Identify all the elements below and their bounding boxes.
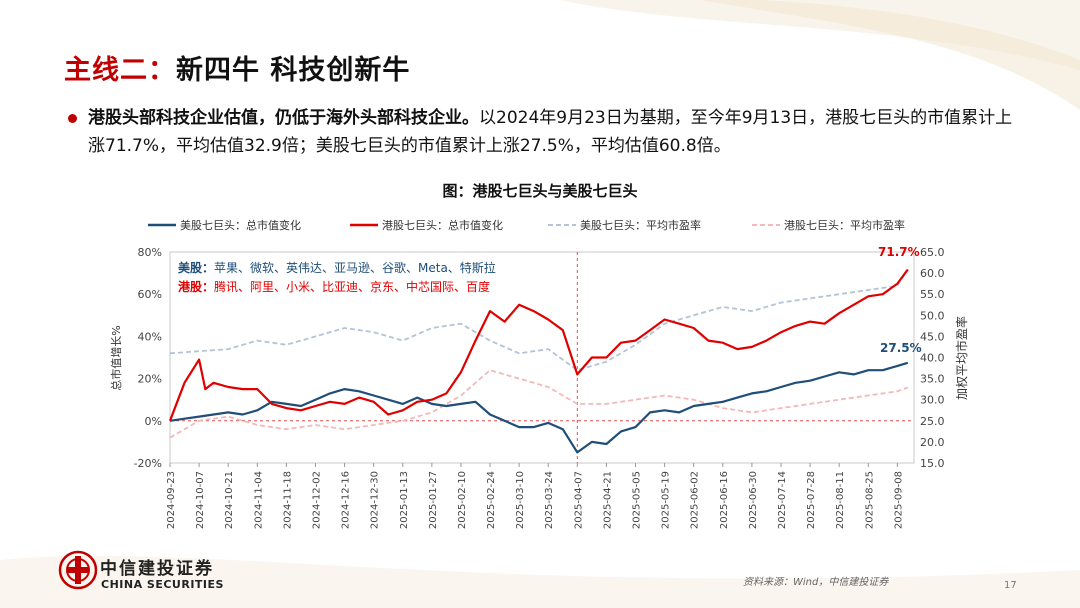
x-tick-label: 2025-08-25 [864, 471, 875, 529]
y-right-tick-label: 45.0 [920, 330, 945, 343]
constituents-annotation: 美股：苹果、微软、英伟达、亚马逊、谷歌、Meta、特斯拉 港股：腾讯、阿里、小米… [178, 260, 496, 294]
y-right-tick-label: 65.0 [920, 246, 945, 259]
legend-label-us-cap: 美股七巨头：总市值变化 [180, 218, 301, 232]
page-number: 17 [1004, 580, 1017, 591]
y-left-tick-label: 0% [145, 415, 162, 428]
summary-bold: 港股头部科技企业估值，仍低于海外头部科技企业。 [88, 108, 479, 128]
slide-title-prefix: 主线二： [64, 55, 176, 86]
y-left-tick-label: 80% [138, 246, 162, 259]
x-tick-label: 2025-02-24 [486, 471, 497, 529]
svg-text:美股：苹果、微软、英伟达、亚马逊、谷歌、Meta、特斯拉: 美股：苹果、微软、英伟达、亚马逊、谷歌、Meta、特斯拉 [178, 260, 496, 275]
y-right-tick-label: 15.0 [920, 457, 945, 470]
legend-label-hk-cap: 港股七巨头：总市值变化 [382, 218, 503, 232]
annotation-us-members: 苹果、微软、英伟达、亚马逊、谷歌、Meta、特斯拉 [214, 260, 496, 275]
logo-name-cn: 中信建投证券 [100, 559, 214, 579]
y-left-tick-label: 60% [138, 288, 162, 301]
x-tick-label: 2025-02-10 [457, 471, 468, 529]
x-tick-label: 2024-12-16 [341, 471, 352, 529]
legend-label-us-pe: 美股七巨头：平均市盈率 [580, 218, 701, 232]
slide-title-main: 新四牛 科技创新牛 [176, 55, 411, 86]
y-axis-left: -20% 0% 20% 40% 60% 80% [134, 246, 162, 470]
bullet-dot [68, 114, 77, 123]
x-tick-label: 2025-05-19 [661, 471, 672, 529]
x-tick-label: 2025-07-14 [777, 471, 788, 529]
y-right-tick-label: 30.0 [920, 394, 945, 407]
y-axis-right-title: 加权平均市盈率 [954, 316, 969, 400]
x-tick-label: 2025-04-07 [573, 471, 584, 529]
y-right-tick-label: 25.0 [920, 415, 945, 428]
x-tick-label: 2024-10-07 [195, 471, 206, 529]
x-tick-label: 2025-07-28 [806, 471, 817, 529]
x-tick-label: 2025-06-30 [748, 471, 759, 529]
svg-text:港股：腾讯、阿里、小米、比亚迪、京东、中芯国际、百度: 港股：腾讯、阿里、小米、比亚迪、京东、中芯国际、百度 [178, 279, 490, 294]
chart-title: 图：港股七巨头与美股七巨头 [442, 182, 637, 200]
y-left-tick-label: -20% [134, 457, 162, 470]
series-line-us-pe [169, 269, 909, 372]
x-tick-label: 2024-12-30 [370, 471, 381, 529]
x-tick-label: 2025-04-21 [602, 471, 613, 529]
china-securities-logo-icon [58, 550, 98, 590]
x-tick-label: 2024-09-23 [166, 471, 177, 529]
slide-title: 主线二：新四牛 科技创新牛 [64, 48, 410, 87]
y-right-tick-label: 50.0 [920, 309, 945, 322]
end-label-hk: 71.7% [878, 245, 920, 259]
plot-frame [169, 251, 915, 464]
annotation-us-prefix: 美股： [178, 260, 214, 275]
source-note: 资料来源：Wind，中信建投证券 [743, 577, 889, 588]
x-tick-label: 2024-10-21 [224, 471, 235, 529]
summary-text: 以2024年9月23日为基期，至今年9月13日，港股七巨头的市值累计上涨71.7… [88, 108, 1013, 156]
x-tick-label: 2025-06-16 [719, 471, 730, 529]
x-tick-label: 2025-01-27 [428, 471, 439, 529]
x-tick-label: 2025-03-24 [544, 471, 555, 529]
series-line-hk-market-cap [168, 268, 909, 422]
y-right-tick-label: 20.0 [920, 436, 945, 449]
y-axis-right: 15.0 20.0 25.0 30.0 35.0 40.0 45.0 50.0 55.0 60.0… [920, 246, 945, 470]
y-right-tick-label: 55.0 [920, 288, 945, 301]
y-left-tick-label: 40% [138, 330, 162, 343]
annotation-hk-prefix: 港股： [178, 279, 214, 294]
x-tick-label: 2025-09-08 [893, 471, 904, 529]
annotation-hk-members: 腾讯、阿里、小米、比亚迪、京东、中芯国际、百度 [214, 279, 490, 294]
summary-bullet: 港股头部科技企业估值，仍低于海外头部科技企业。以2024年9月23日为基期，至今… [88, 104, 1028, 160]
y-left-tick-label: 20% [138, 373, 162, 386]
x-tick-label: 2025-05-05 [632, 471, 643, 529]
series-layer [168, 268, 909, 454]
x-tick-label: 2025-08-11 [835, 471, 846, 529]
chart-legend: 美股七巨头：总市值变化 港股七巨头：总市值变化 美股七巨头：平均市盈率 港股七巨… [148, 218, 905, 232]
y-axis-left-title: 总市值增长% [109, 325, 123, 390]
x-tick-label: 2025-01-13 [399, 471, 410, 529]
x-axis: 2024-09-23 2024-10-07 2024-10-21 2024-11-04… [166, 463, 904, 529]
y-right-tick-label: 40.0 [920, 352, 945, 365]
end-label-us: 27.5% [880, 341, 922, 355]
x-tick-label: 2024-11-04 [253, 471, 264, 529]
x-tick-label: 2025-06-02 [690, 471, 701, 529]
series-line-us-market-cap [169, 361, 909, 454]
x-tick-label: 2024-11-18 [282, 471, 293, 529]
series-line-hk-pe [169, 369, 909, 439]
x-tick-label: 2024-12-02 [311, 471, 322, 529]
legend-label-hk-pe: 港股七巨头：平均市盈率 [784, 218, 905, 232]
x-tick-label: 2025-03-10 [515, 471, 526, 529]
y-right-tick-label: 35.0 [920, 373, 945, 386]
logo-name-en: CHINA SECURITIES [101, 578, 224, 591]
y-right-tick-label: 60.0 [920, 267, 945, 280]
